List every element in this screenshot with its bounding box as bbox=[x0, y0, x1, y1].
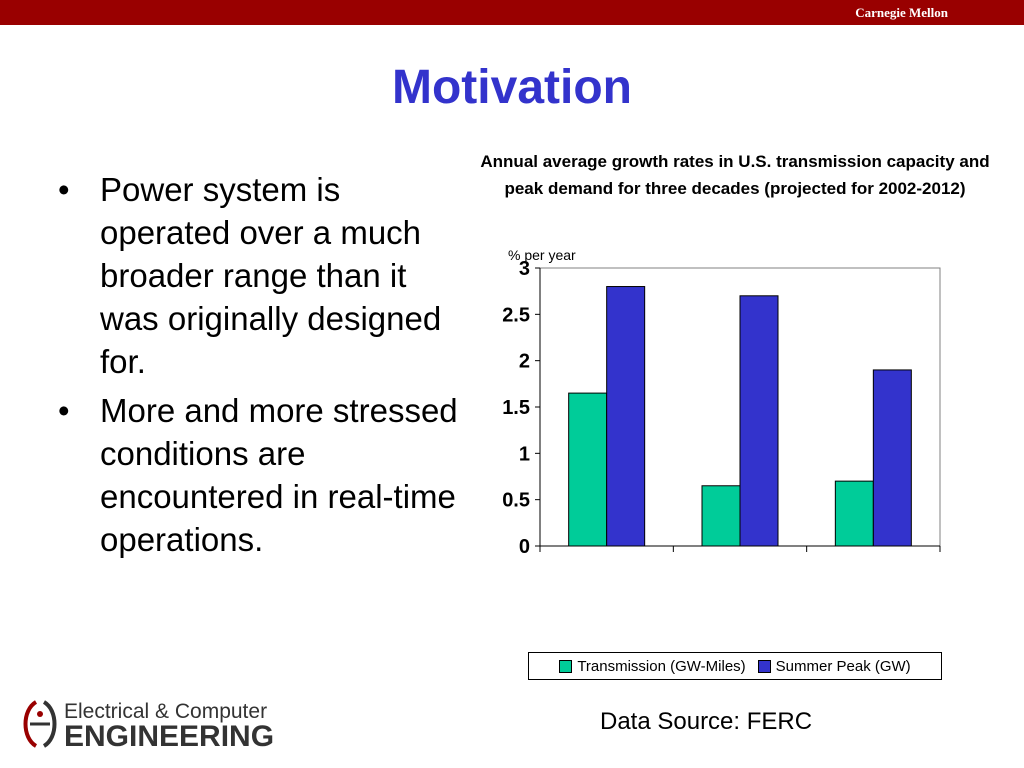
legend-item: Summer Peak (GW) bbox=[757, 657, 911, 675]
bullet-list: • Power system is operated over a much b… bbox=[58, 168, 458, 567]
bullet-glyph: • bbox=[58, 171, 70, 208]
slide-title: Motivation bbox=[392, 61, 632, 114]
bar-transmission bbox=[568, 392, 608, 547]
legend-label: Transmission (GW-Miles) bbox=[577, 657, 746, 675]
y-tick-label: 0.5 bbox=[502, 490, 530, 512]
legend-item: Transmission (GW-Miles) bbox=[559, 657, 746, 675]
ece-logo-icon bbox=[23, 700, 57, 748]
bullet-glyph: • bbox=[58, 392, 70, 429]
y-axis-label: % per year bbox=[508, 247, 576, 263]
bullet-text: Power system is operated over a much bro… bbox=[100, 171, 442, 380]
header-bar: Carnegie Mellon bbox=[0, 0, 1024, 25]
bar-chart: 00.511.522.53% per year1982-19921992-200… bbox=[502, 247, 941, 558]
y-tick-label: 3 bbox=[519, 258, 530, 280]
bar-transmission bbox=[834, 480, 874, 547]
y-tick-label: 2 bbox=[519, 351, 530, 373]
legend-swatch-transmission bbox=[559, 659, 573, 673]
y-tick-label: 0 bbox=[519, 536, 530, 558]
bar-summer-peak bbox=[606, 286, 646, 547]
data-source: Data Source: FERC bbox=[600, 708, 813, 735]
legend-swatch-summer-peak bbox=[757, 659, 771, 673]
brand-label: Carnegie Mellon bbox=[855, 5, 948, 20]
y-tick-label: 1.5 bbox=[502, 397, 530, 419]
bullet-item: • More and more stressed conditions are … bbox=[58, 389, 458, 561]
bar-transmission bbox=[701, 485, 741, 547]
logo-line2: ENGINEERING bbox=[64, 720, 275, 753]
y-tick-label: 1 bbox=[519, 443, 530, 465]
chart-title: Annual average growth rates in U.S. tran… bbox=[480, 152, 990, 198]
y-tick-label: 2.5 bbox=[502, 304, 530, 326]
bullet-item: • Power system is operated over a much b… bbox=[58, 168, 458, 383]
bar-summer-peak bbox=[872, 369, 912, 547]
bullet-text: More and more stressed conditions are en… bbox=[100, 392, 458, 558]
chart-legend: Transmission (GW-Miles) Summer Peak (GW) bbox=[528, 652, 942, 680]
logo-line1: Electrical & Computer bbox=[64, 700, 268, 723]
bar-summer-peak bbox=[739, 295, 779, 547]
legend-label: Summer Peak (GW) bbox=[775, 657, 911, 675]
